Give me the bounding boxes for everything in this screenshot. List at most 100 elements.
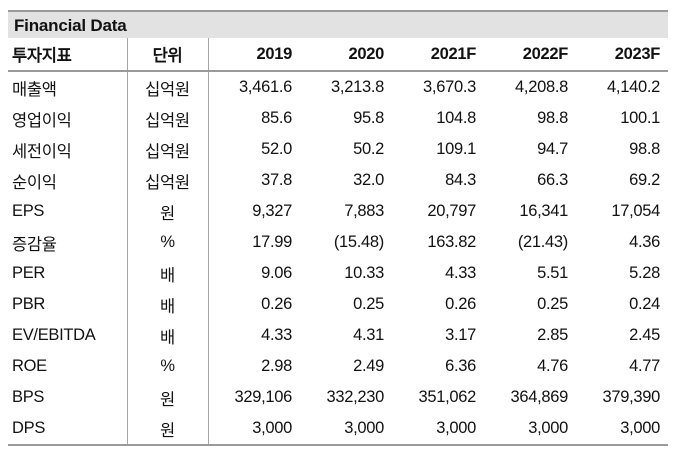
column-header-1: 단위 — [127, 38, 209, 72]
metric-value: 3,000 — [344, 419, 384, 437]
metric-unit: 십억원 — [127, 165, 209, 196]
metric-value: 163.82 — [427, 233, 476, 251]
metric-value: 3,213.8 — [331, 78, 384, 96]
metric-value: 2.49 — [353, 357, 384, 375]
table-row: BPS 원 329,106 332,230 351,062 364,869 379,390 — [8, 382, 668, 413]
metric-value: 3,000 — [252, 419, 292, 437]
table-row: PBR 배 0.26 0.25 0.26 0.25 0.24 — [8, 289, 668, 320]
metric-value: 364,869 — [510, 388, 568, 406]
metric-unit: 원 — [127, 196, 209, 227]
metric-value: (15.48) — [333, 233, 384, 251]
metric-value: 52.0 — [261, 140, 292, 158]
metric-value: 4,140.2 — [607, 78, 660, 96]
metric-value: 85.6 — [261, 109, 292, 127]
column-header-0: 투자지표 — [8, 38, 128, 72]
metric-value: 98.8 — [537, 109, 568, 127]
metric-value: 16,341 — [519, 202, 568, 220]
table-row: DPS 원 3,000 3,000 3,000 3,000 3,000 — [8, 413, 668, 445]
metric-unit: 십억원 — [127, 134, 209, 165]
metric-label: 매출액 — [8, 71, 128, 103]
metric-value: 3,000 — [436, 419, 476, 437]
table-row: 순이익 십억원 37.8 32.0 84.3 66.3 69.2 — [8, 165, 668, 196]
metric-value: 4.33 — [445, 264, 476, 282]
metric-value: 4.33 — [261, 326, 292, 344]
metric-value: 3,670.3 — [423, 78, 476, 96]
table-row: 매출액 십억원 3,461.6 3,213.8 3,670.3 4,208.8 4,140.… — [8, 71, 668, 103]
table-row: ROE% 2.98 2.49 6.36 4.76 4.77 — [8, 351, 668, 382]
metric-label: PER — [8, 258, 128, 289]
metric-value: 84.3 — [445, 171, 476, 189]
metric-unit: 십억원 — [127, 71, 209, 103]
metric-value: 10.33 — [344, 264, 384, 282]
metric-value: 2.98 — [261, 357, 292, 375]
column-header-4: 2021F — [392, 38, 484, 72]
metric-label: EPS — [8, 196, 128, 227]
metric-label: 세전이익 — [8, 134, 128, 165]
metric-value: 0.26 — [261, 295, 292, 313]
metric-value: 94.7 — [537, 140, 568, 158]
metric-label: 증감율 — [8, 227, 128, 258]
metric-value: 0.26 — [445, 295, 476, 313]
metric-label: 영업이익 — [8, 103, 128, 134]
metric-label: BPS — [8, 382, 128, 413]
column-header-2: 2019 — [208, 38, 300, 72]
metric-value: 9,327 — [252, 202, 292, 220]
metric-label: EV/EBITDA — [8, 320, 128, 351]
metric-value: 5.51 — [537, 264, 568, 282]
metric-value: 17.99 — [252, 233, 292, 251]
metric-label: 순이익 — [8, 165, 128, 196]
metric-value: 379,390 — [602, 388, 660, 406]
metric-value: 6.36 — [445, 357, 476, 375]
metric-value: 66.3 — [537, 171, 568, 189]
financial-data-table: Financial Data 투자지표 단위 2019 2020 2021F 2022F 2… — [8, 10, 668, 446]
metric-value: 104.8 — [436, 109, 476, 127]
table-row: 세전이익 십억원 52.0 50.2 109.1 94.7 98.8 — [8, 134, 668, 165]
metric-value: 98.8 — [629, 140, 660, 158]
metric-unit: 십억원 — [127, 103, 209, 134]
metric-label: DPS — [8, 413, 128, 445]
metric-unit: 배 — [127, 320, 209, 351]
metric-value: 3,000 — [620, 419, 660, 437]
metric-value: 20,797 — [427, 202, 476, 220]
financial-metrics-table: 투자지표 단위 2019 2020 2021F 2022F 2023F 매출액 십억원 3,46… — [8, 38, 668, 446]
metric-value: 7,883 — [344, 202, 384, 220]
table-row: 영업이익 십억원 85.6 95.8 104.8 98.8 100.1 — [8, 103, 668, 134]
metric-value: 4.31 — [353, 326, 384, 344]
column-header-3: 2020 — [300, 38, 392, 72]
metric-value: 69.2 — [629, 171, 660, 189]
metric-value: 3,461.6 — [239, 78, 292, 96]
table-header-row: 투자지표 단위 2019 2020 2021F 2022F 2023F — [8, 38, 668, 72]
metric-unit: % — [127, 227, 209, 258]
metric-unit: 배 — [127, 258, 209, 289]
metric-value: 2.45 — [629, 326, 660, 344]
table-row: 증감율% 17.99 (15.48) 163.82 (21.43) 4.36 — [8, 227, 668, 258]
metric-value: 100.1 — [620, 109, 660, 127]
table-row: EV/EBITDA 배 4.33 4.31 3.17 2.85 2.45 — [8, 320, 668, 351]
metric-value: 0.25 — [537, 295, 568, 313]
metric-value: 4.36 — [629, 233, 660, 251]
metric-value: 32.0 — [353, 171, 384, 189]
table-row: PER 배 9.06 10.33 4.33 5.51 5.28 — [8, 258, 668, 289]
table-row: EPS 원 9,327 7,883 20,797 16,341 17,054 — [8, 196, 668, 227]
metric-value: 17,054 — [611, 202, 660, 220]
metric-value: 0.25 — [353, 295, 384, 313]
metric-value: (21.43) — [517, 233, 568, 251]
column-header-6: 2023F — [576, 38, 668, 72]
metric-label: PBR — [8, 289, 128, 320]
metric-value: 4.77 — [629, 357, 660, 375]
metric-unit: 원 — [127, 382, 209, 413]
metric-value: 9.06 — [261, 264, 292, 282]
metric-value: 109.1 — [436, 140, 476, 158]
metric-unit: % — [127, 351, 209, 382]
metric-value: 4.76 — [537, 357, 568, 375]
metric-value: 37.8 — [261, 171, 292, 189]
metric-label: ROE — [8, 351, 128, 382]
metric-value: 50.2 — [353, 140, 384, 158]
metric-value: 329,106 — [234, 388, 292, 406]
table-title: Financial Data — [8, 10, 668, 38]
metric-unit: 배 — [127, 289, 209, 320]
metric-value: 2.85 — [537, 326, 568, 344]
metric-value: 95.8 — [353, 109, 384, 127]
metric-value: 332,230 — [326, 388, 384, 406]
metric-value: 3,000 — [528, 419, 568, 437]
